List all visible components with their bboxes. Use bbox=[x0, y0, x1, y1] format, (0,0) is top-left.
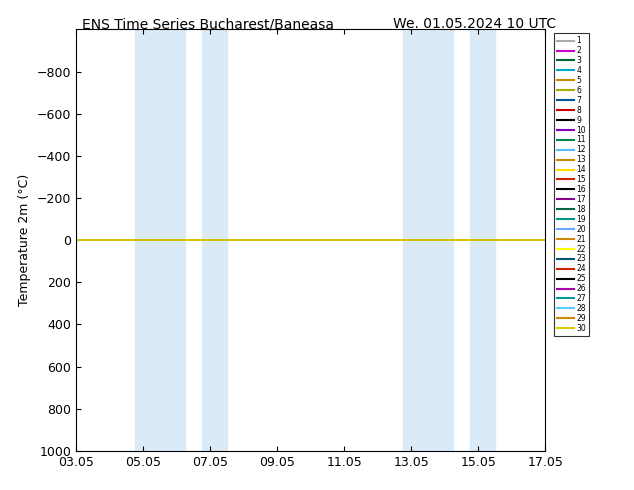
Y-axis label: Temperature 2m (°C): Temperature 2m (°C) bbox=[18, 174, 31, 306]
Bar bbox=[202, 29, 227, 451]
Text: ENS Time Series Bucharest/Baneasa: ENS Time Series Bucharest/Baneasa bbox=[82, 17, 334, 31]
Bar bbox=[403, 29, 453, 451]
Bar bbox=[134, 29, 185, 451]
Text: We. 01.05.2024 10 UTC: We. 01.05.2024 10 UTC bbox=[393, 17, 556, 31]
Bar bbox=[470, 29, 495, 451]
Legend: 1, 2, 3, 4, 5, 6, 7, 8, 9, 10, 11, 12, 13, 14, 15, 16, 17, 18, 19, 20, 21, 22, 2: 1, 2, 3, 4, 5, 6, 7, 8, 9, 10, 11, 12, 1… bbox=[553, 33, 590, 336]
